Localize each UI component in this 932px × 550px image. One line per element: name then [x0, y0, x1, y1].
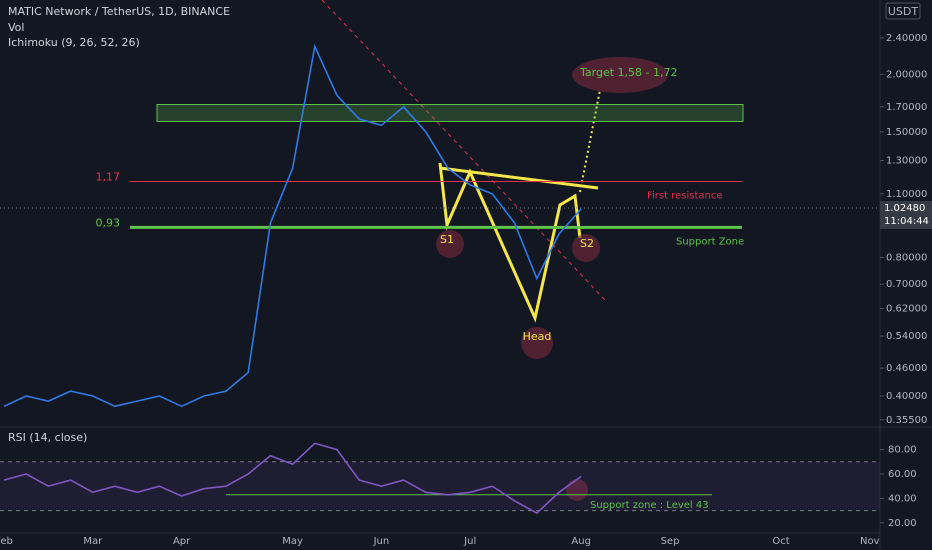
y-tick-label: 0.70000 [886, 279, 927, 290]
x-tick-label: Jun [373, 536, 390, 547]
rsi-band [0, 461, 880, 511]
level-note: First resistance [647, 191, 723, 202]
x-tick-label: Nov [860, 536, 880, 547]
x-tick-label: Oct [772, 536, 789, 547]
support-label: Support zone : Level 43 [590, 500, 709, 511]
series-line [3, 43, 582, 408]
annotation: Head [523, 330, 552, 343]
y-tick-label: 2.00000 [886, 69, 927, 80]
x-tick-label: Mar [83, 536, 103, 547]
y-tick-label: 1.70000 [886, 102, 927, 113]
target-zone [156, 104, 744, 122]
indicator-label: Ichimoku (9, 26, 52, 26) [8, 36, 140, 49]
annotation: S2 [580, 237, 594, 250]
marker [572, 57, 668, 93]
y-tick-label: 0.62000 [886, 303, 927, 314]
y-tick-label: 0.40000 [886, 391, 927, 402]
x-tick-label: Feb [0, 536, 13, 547]
y-tick-label: 1.30000 [886, 155, 927, 166]
y-tick-label: 1.10000 [886, 189, 927, 200]
countdown: 11:04:44 [884, 216, 929, 227]
y-tick-label: 0.54000 [886, 331, 927, 342]
marker [436, 230, 464, 258]
x-tick-label: Aug [571, 536, 591, 547]
y-tick-label: 40.00 [888, 493, 917, 504]
y-tick-label: 0.80000 [886, 252, 927, 263]
level-label: 1,17 [96, 171, 121, 184]
marker [521, 327, 553, 359]
level-note: Support Zone [676, 236, 744, 247]
x-tick-label: Sep [661, 536, 680, 547]
x-tick-label: May [282, 536, 303, 547]
pattern-line [438, 162, 582, 323]
last-price: 1.02480 [884, 203, 925, 214]
marker [566, 479, 588, 501]
currency[interactable]: USDT [888, 5, 919, 18]
chart-title: MATIC Network / TetherUS, 1D, BINANCE [8, 5, 230, 18]
currency-box[interactable] [885, 2, 921, 20]
level-label: 0,93 [96, 216, 121, 229]
series-line [3, 442, 582, 515]
x-tick-label: Jul [463, 536, 476, 547]
indicator-label: Vol [8, 21, 24, 34]
neckline [439, 166, 599, 190]
projection [579, 89, 601, 193]
target-label: Target 1,58 - 1,72 [579, 66, 677, 79]
y-tick-label: 60.00 [888, 469, 917, 480]
y-tick-label: 20.00 [888, 518, 917, 529]
y-tick-label: 80.00 [888, 445, 917, 456]
y-tick-label: 0.35500 [886, 415, 927, 426]
y-tick-label: 0.46000 [886, 363, 927, 374]
rsi-title: RSI (14, close) [8, 431, 87, 444]
marker [572, 234, 600, 262]
annotation: S1 [440, 233, 454, 246]
y-tick-label: 2.40000 [886, 33, 927, 44]
x-tick-label: Apr [173, 536, 191, 547]
last-price-box [880, 201, 932, 230]
y-tick-label: 1.50000 [886, 127, 927, 138]
